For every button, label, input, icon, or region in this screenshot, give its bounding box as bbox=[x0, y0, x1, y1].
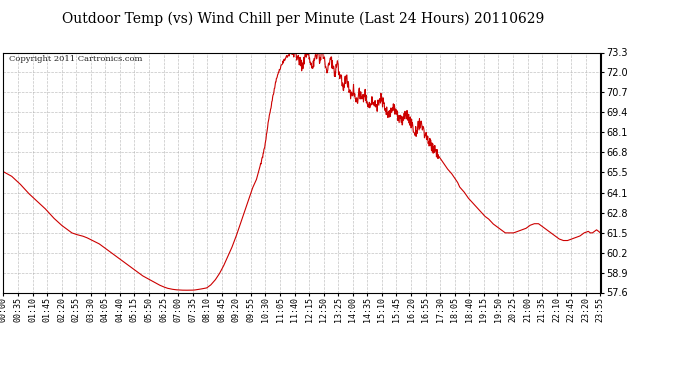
Text: Outdoor Temp (vs) Wind Chill per Minute (Last 24 Hours) 20110629: Outdoor Temp (vs) Wind Chill per Minute … bbox=[63, 11, 544, 26]
Text: Copyright 2011 Cartronics.com: Copyright 2011 Cartronics.com bbox=[10, 55, 143, 63]
